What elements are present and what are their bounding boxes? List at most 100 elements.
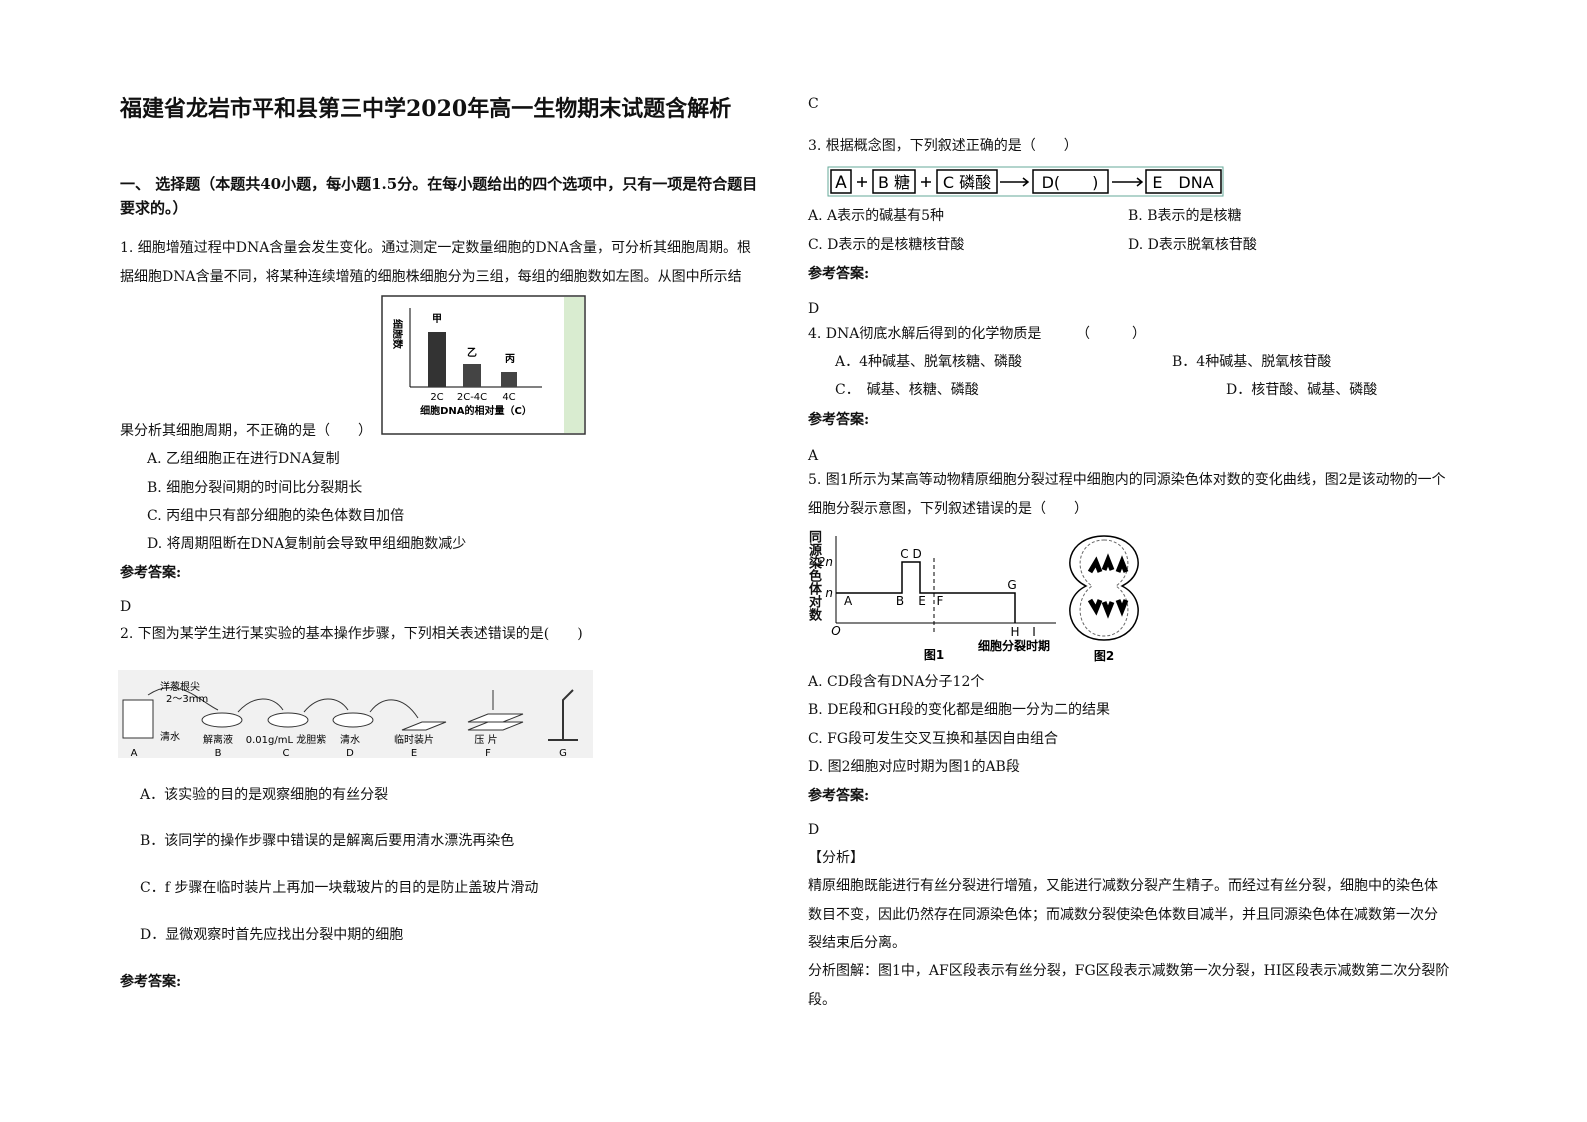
y-axis-label: 细胞数 [391, 319, 404, 350]
option: C. 丙组中只有部分细胞的染色体数目加倍 [147, 508, 405, 524]
box-label: A [835, 173, 847, 193]
option: B. DE段和GH段的变化都是细胞一分为二的结果 [808, 702, 1111, 718]
dish [332, 712, 374, 728]
answer-label: 参考答案: [808, 266, 870, 282]
bar [501, 372, 517, 387]
microscope [548, 689, 578, 741]
x-tick-label: 2C-4C [457, 392, 487, 403]
option: B．该同学的操作步骤中错误的是解离后要用清水漂洗再染色 [140, 833, 515, 849]
figure-letter: C [283, 748, 290, 759]
figure-letter: A [131, 748, 138, 759]
frame [381, 295, 586, 435]
dish [267, 712, 309, 728]
point-label: E [918, 594, 926, 608]
y-axis-label: 同源染色体对数 [806, 530, 821, 621]
figure: 2n n O A B C D E F G H I 细胞分裂时期 图1 [818, 536, 1056, 662]
x-axis-label: 细胞分裂时期 [978, 638, 1050, 653]
box [872, 169, 916, 194]
caption: 图2 [1094, 649, 1114, 663]
connector [857, 177, 1144, 187]
figure-label: 洋葱根尖 [160, 680, 200, 693]
dish [201, 712, 243, 728]
title: 福建省龙岩市平和县第三中学2020年高一生物期末试题含解析 [120, 96, 732, 122]
answer-label: 参考答案: [808, 788, 870, 804]
figure-letter: F [485, 748, 491, 759]
figure-label: 2～3mm [166, 694, 208, 705]
option: C．f 步骤在临时装片上再加一块载玻片的目的是防止盖玻片滑动 [140, 880, 539, 896]
figure: A B 糖 C 磷酸 D( ) E DNA [827, 166, 1224, 197]
answer: D [120, 599, 132, 615]
box [1145, 169, 1222, 194]
analysis-text: 精原细胞既能进行有丝分裂进行增殖，又能进行减数分裂产生精子。而经过有丝分裂，细胞… [808, 878, 1438, 951]
box-label: E DNA [1152, 173, 1213, 192]
answer-label: 参考答案: [120, 565, 182, 581]
bar-label: 乙 [467, 347, 477, 359]
question-blank: （ ） [1076, 326, 1146, 342]
bar [428, 332, 446, 387]
box [830, 169, 852, 194]
option: D．核苷酸、碱基、磷酸 [1226, 382, 1378, 398]
option: A. CD段含有DNA分子12个 [808, 674, 985, 690]
box [1032, 169, 1109, 194]
answer: C [808, 96, 819, 112]
figure: 图2 [1069, 535, 1139, 663]
figure-label: 清水 [160, 730, 180, 743]
answer: D [808, 822, 820, 838]
point-label: A [844, 594, 853, 608]
x-tick-label: 4C [502, 392, 515, 403]
point-label: I [1032, 625, 1036, 639]
point-label: B [896, 594, 904, 608]
slide [467, 713, 524, 731]
answer: D [808, 301, 820, 317]
x-tick-label: 2C [430, 392, 443, 403]
answer-label: 参考答案: [120, 974, 182, 990]
option: D. 图2细胞对应时期为图1的AB段 [808, 759, 1020, 775]
answer-label: 参考答案: [808, 412, 870, 428]
analysis-text: 分析图解：图1中，AF区段表示有丝分裂，FG区段表示减数第一次分裂，HI区段表示… [808, 963, 1450, 1008]
point-label: H [1010, 625, 1019, 639]
bar-label: 丙 [505, 353, 515, 365]
curve [836, 561, 1016, 623]
question-stem: 1. 细胞增殖过程中DNA含量会发生变化。通过测定一定数量细胞的DNA含量，可分… [120, 240, 751, 285]
figure-label: 临时装片 [394, 733, 434, 746]
analysis-label: 【分析】 [808, 850, 864, 866]
caption: 图1 [924, 648, 944, 662]
arrow [147, 687, 419, 719]
point-label: C D [900, 547, 921, 561]
option: D. 将周期阻断在DNA复制前会导致甲组细胞数减少 [147, 536, 467, 552]
question-stem: 5. 图1所示为某高等动物精原细胞分裂过程中细胞内的同源染色体对数的变化曲线，图… [808, 472, 1446, 517]
point-label: F [937, 594, 944, 608]
figure-letter: B [215, 748, 222, 759]
figure-letter: G [559, 748, 567, 759]
option: D．显微观察时首先应找出分裂中期的细胞 [140, 927, 404, 943]
slide [401, 721, 447, 731]
figure-letter: D [346, 748, 354, 759]
figure-label: 0.01g/mL 龙胆紫 [246, 733, 326, 746]
box-label: C 磷酸 [943, 173, 991, 192]
y-tick-label: 2n [818, 555, 833, 569]
section-heading: 一、 选择题（本题共40小题，每小题1.5分。在每小题给出的四个选项中，只有一项… [120, 175, 758, 217]
option: C． 碱基、核糖、磷酸 [835, 382, 979, 398]
point-label: G [1007, 578, 1016, 592]
figure-label: 清水 [340, 733, 360, 746]
option: B．4种碱基、脱氧核苷酸 [1172, 354, 1332, 370]
figure: 洋葱根尖 2～3mm 清水 解离液 0.01g/mL 龙胆紫 清水 临时装片 压… [118, 670, 593, 759]
option: A. A表示的碱基有5种 [808, 208, 945, 224]
bar [463, 364, 481, 387]
figure-letter: E [411, 748, 417, 759]
question-stem: 3. 根据概念图，下列叙述正确的是（ ） [808, 138, 1078, 154]
figure-label: 压 片 [474, 733, 497, 746]
cell [1069, 535, 1139, 641]
figure-label: 解离液 [203, 733, 233, 746]
spindle [1079, 539, 1129, 637]
chromosome [1087, 553, 1129, 619]
question-stem: 果分析其细胞周期，不正确的是（ ） [120, 423, 372, 439]
option: C. D表示的是核糖核苷酸 [808, 237, 965, 253]
question-stem: 4. DNA彻底水解后得到的化学物质是 [808, 326, 1042, 342]
box-label: B 糖 [878, 173, 910, 192]
option: D. D表示脱氧核苷酸 [1128, 237, 1257, 253]
strip [564, 297, 584, 433]
box [936, 169, 998, 194]
option: A．4种碱基、脱氧核糖、磷酸 [835, 354, 1023, 370]
